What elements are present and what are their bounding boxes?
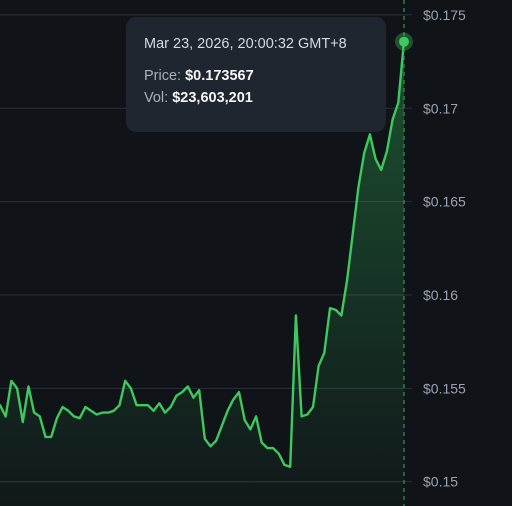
y-tick-label: $0.175 <box>423 7 466 23</box>
tooltip-price-label: Price: <box>144 68 182 84</box>
tooltip-price-value: $0.173567 <box>185 68 254 84</box>
y-axis-ticks: $0.15 $0.155 $0.16 $0.165 $0.17 $0.175 <box>423 7 466 490</box>
tooltip-date: Mar 23, 2026, 20:00:32 GMT+8 <box>144 36 347 52</box>
tooltip-vol-label: Vol: <box>144 90 169 106</box>
y-tick-label: $0.16 <box>423 287 458 303</box>
y-tick-label: $0.17 <box>423 100 458 116</box>
highlight-point[interactable] <box>399 36 409 47</box>
price-area-fill <box>0 41 404 506</box>
price-tooltip: Mar 23, 2026, 20:00:32 GMT+8 Price: $0.1… <box>126 17 386 132</box>
tooltip-vol-row: Vol: $23,603,201 <box>144 90 368 106</box>
tooltip-price-row: Price: $0.173567 <box>144 68 368 84</box>
y-tick-label: $0.165 <box>423 194 466 210</box>
y-tick-label: $0.155 <box>423 380 466 396</box>
price-line <box>0 39 406 468</box>
y-tick-label: $0.15 <box>423 474 458 490</box>
tooltip-vol-value: $23,603,201 <box>172 90 253 106</box>
